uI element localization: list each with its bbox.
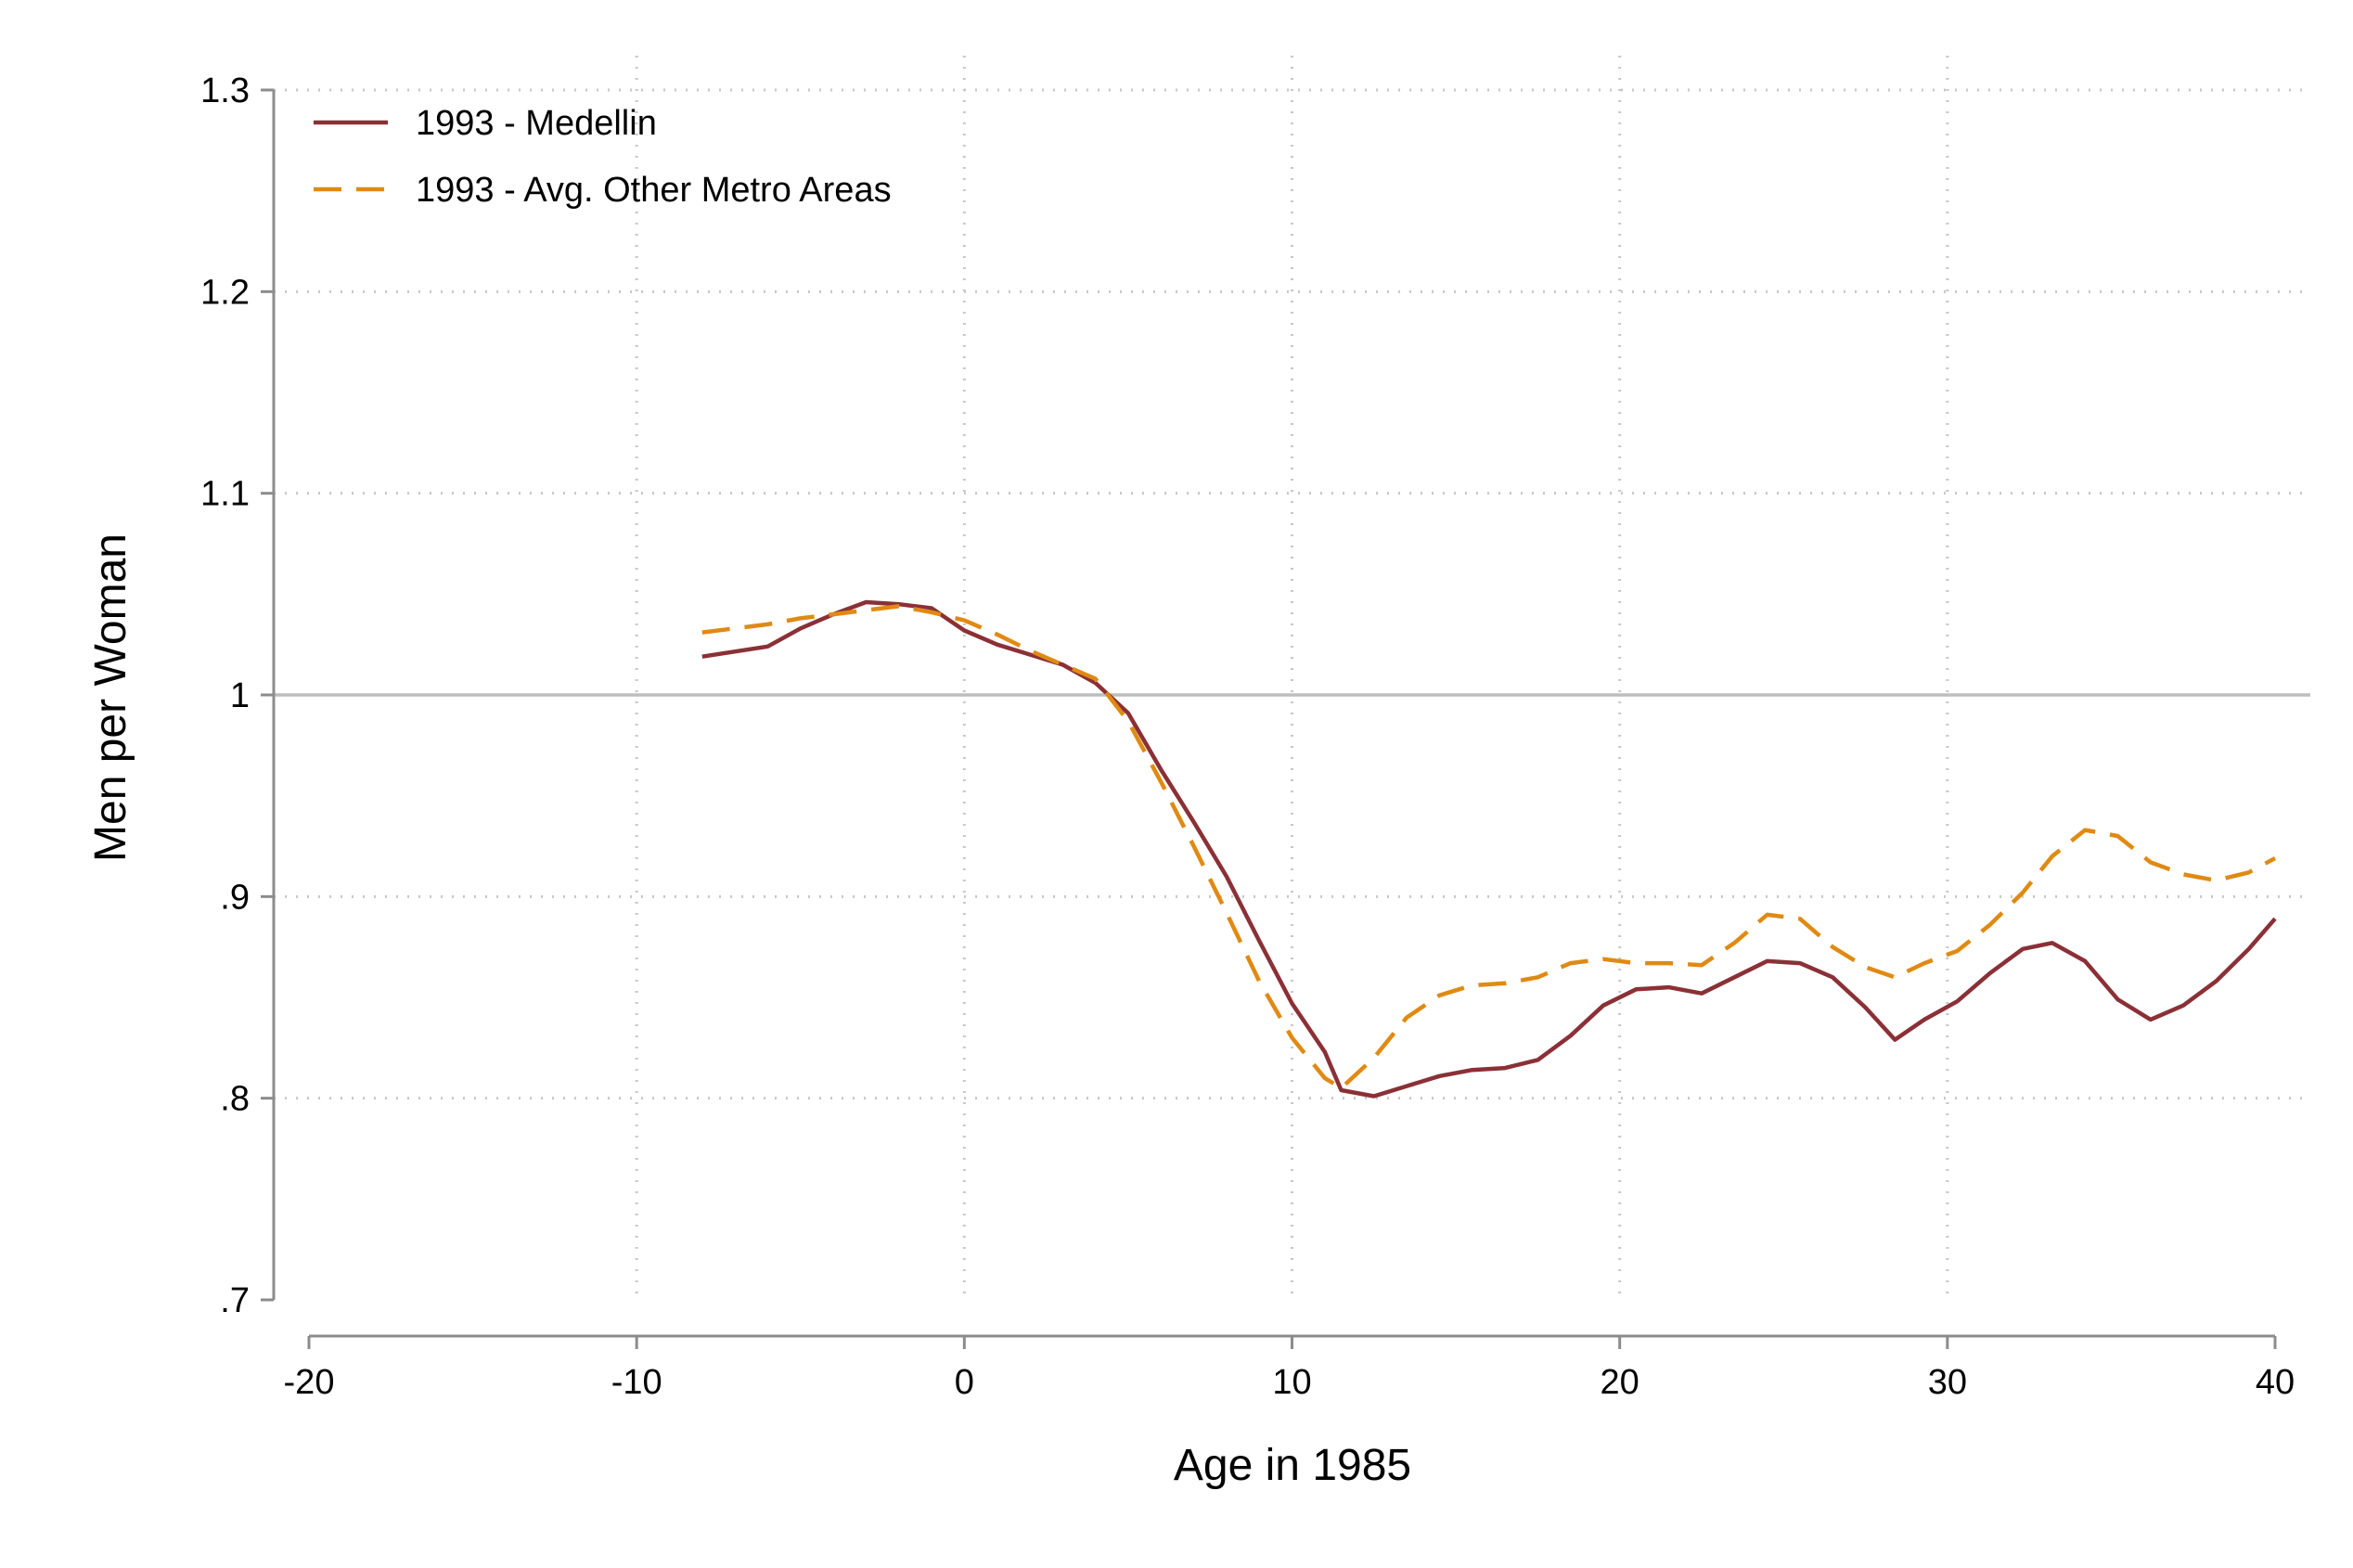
y-tick-label: 1 [230, 676, 250, 715]
x-axis: -20 -10 0 10 20 30 40 [284, 1334, 2295, 1402]
x-tick-label: 10 [1272, 1363, 1311, 1402]
x-tick-label: 30 [1928, 1363, 1967, 1402]
x-tick-label: -20 [284, 1363, 335, 1402]
series-group [701, 599, 2277, 1099]
y-tick-label: 1.3 [200, 71, 250, 110]
x-tick-label: 0 [955, 1363, 974, 1402]
series-line-solid [701, 599, 2277, 1099]
x-tick-label: -10 [611, 1363, 662, 1402]
y-axis: .7 .8 .9 1 1.1 1.2 1.3 [200, 71, 276, 1320]
y-tick-label: .9 [220, 878, 250, 917]
x-tick-label: 40 [2256, 1363, 2295, 1402]
legend-label: 1993 - Medellin [416, 104, 657, 143]
y-axis-title: Men per Woman [86, 533, 135, 862]
series-line-dashed [701, 604, 2277, 1091]
legend-label: 1993 - Avg. Other Metro Areas [416, 171, 892, 210]
y-tick-label: .7 [220, 1281, 250, 1320]
x-axis-title: Age in 1985 [1174, 1441, 1411, 1490]
y-tick-label: .8 [220, 1080, 250, 1119]
x-tick-label: 20 [1601, 1363, 1639, 1402]
legend: 1993 - Medellin 1993 - Avg. Other Metro A… [314, 104, 892, 210]
y-tick-label: 1.1 [200, 475, 250, 514]
gridlines [274, 56, 2310, 1300]
y-tick-label: 1.2 [200, 273, 250, 312]
